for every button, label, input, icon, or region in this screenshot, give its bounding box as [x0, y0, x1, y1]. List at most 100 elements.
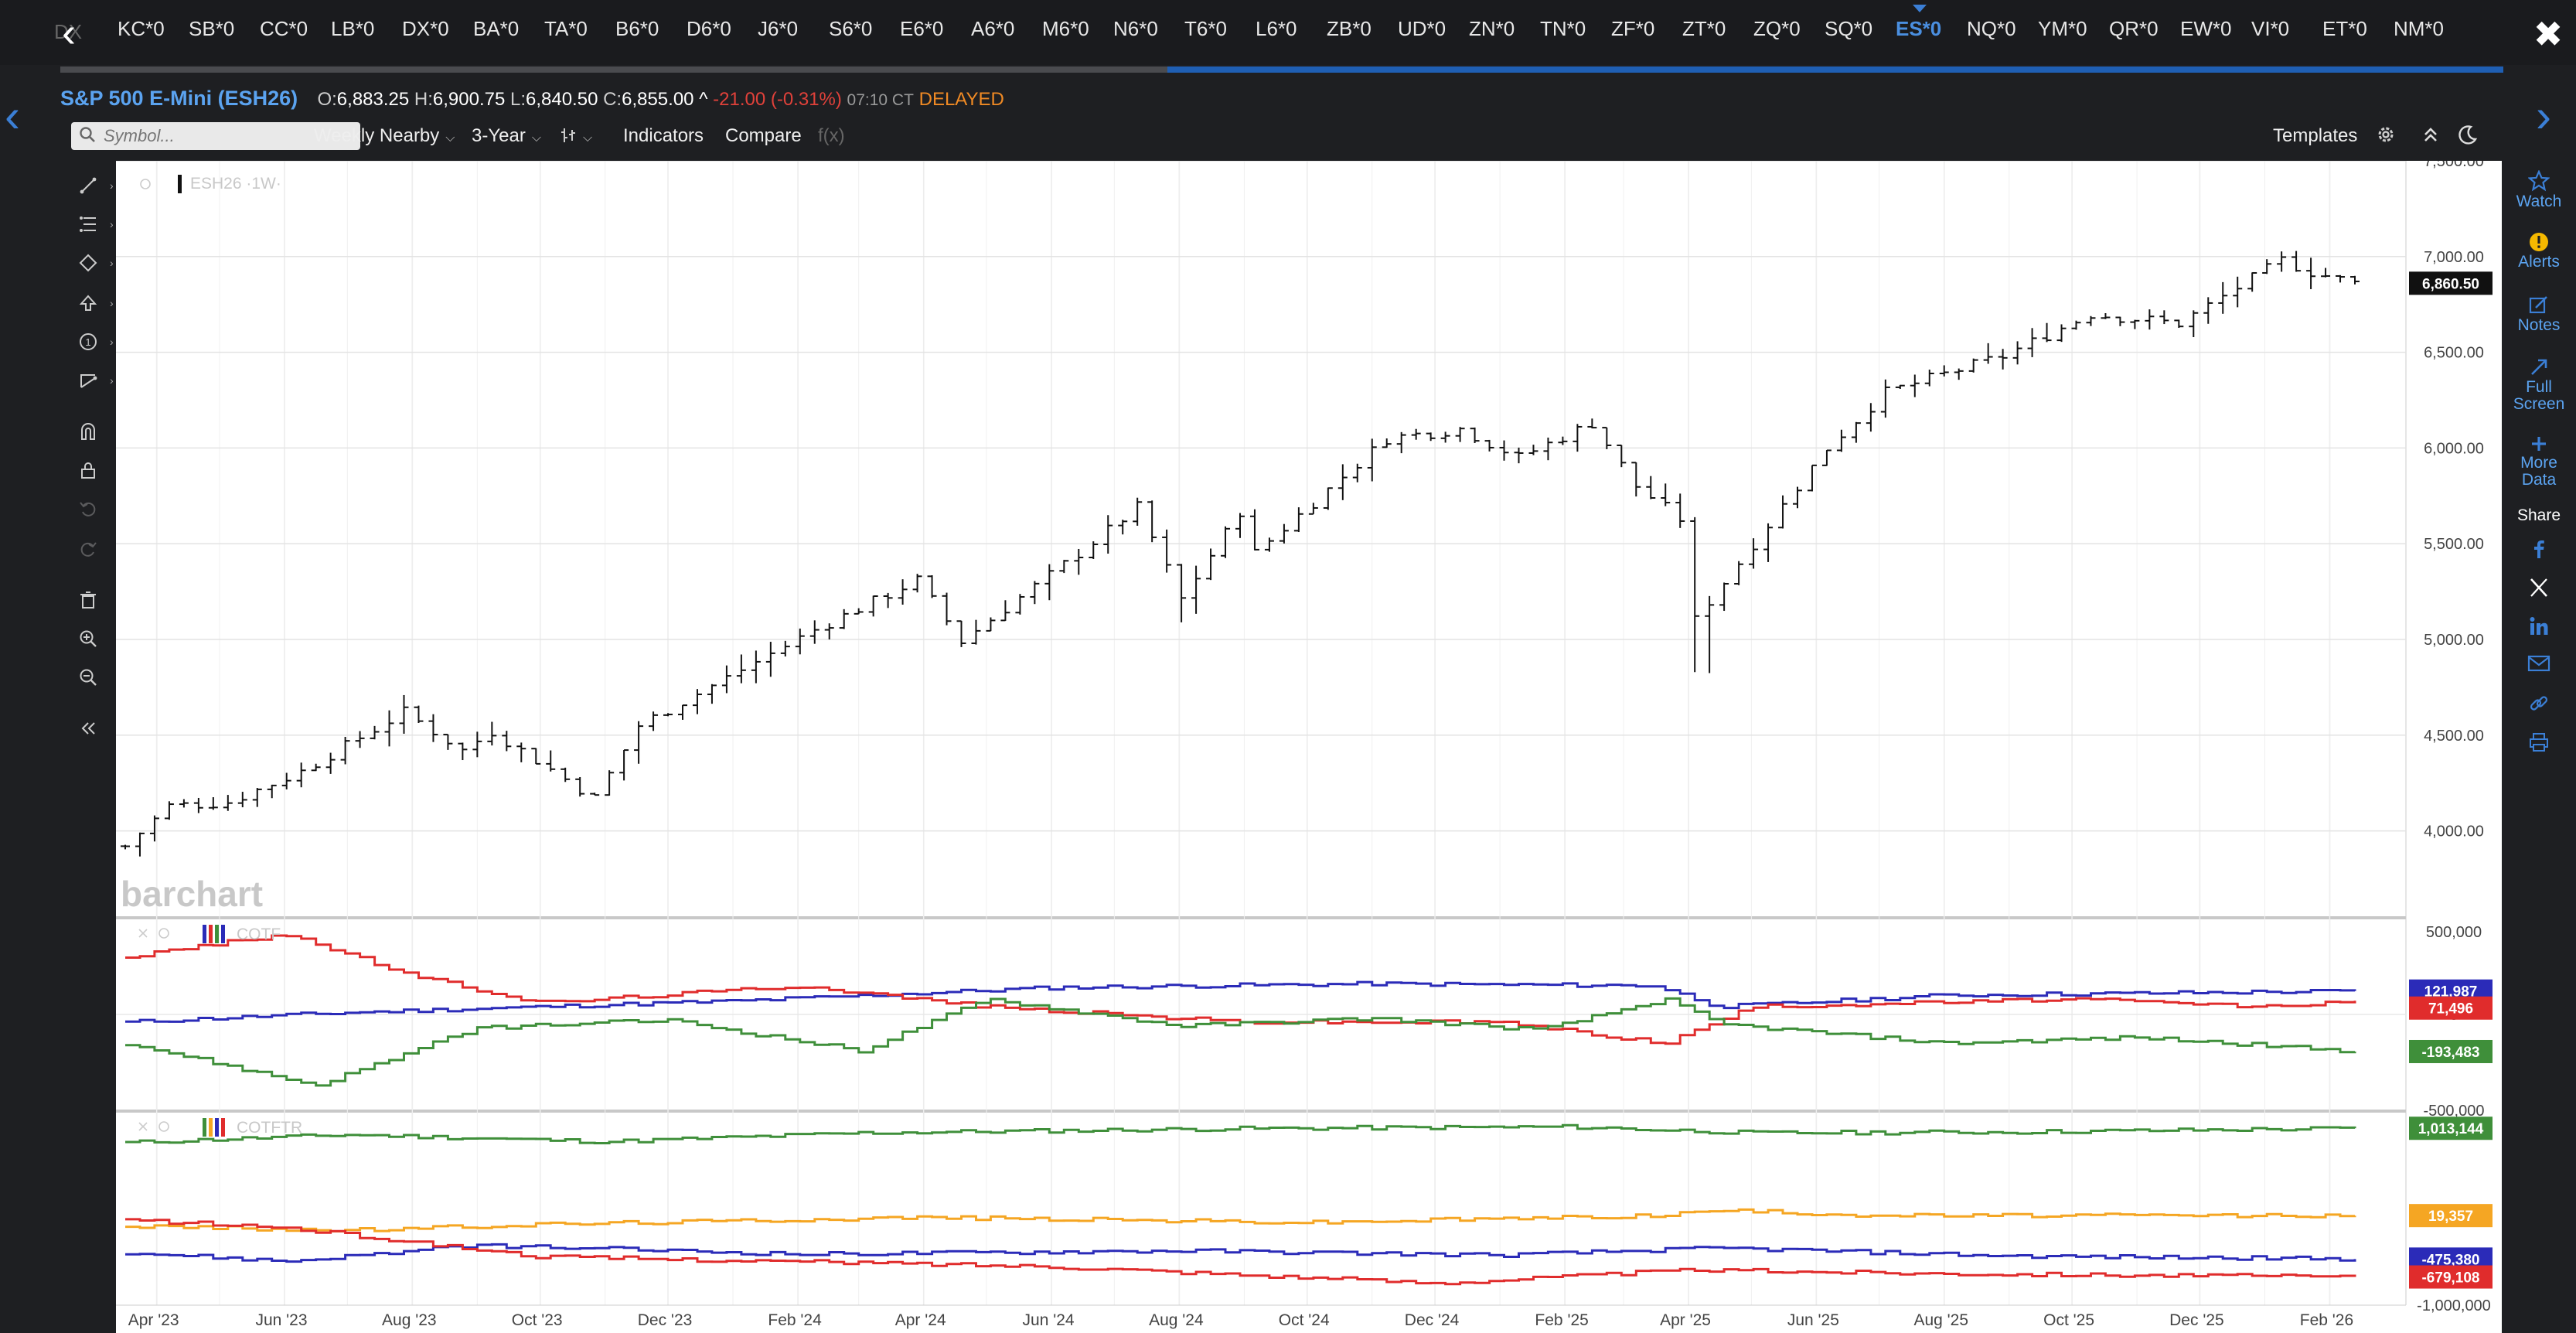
magnet-tool[interactable]	[71, 418, 118, 448]
share-facebook-button[interactable]	[2502, 538, 2576, 561]
x-logo-icon	[2530, 578, 2547, 597]
ticker-symbol[interactable]: CC*0	[260, 17, 308, 40]
price-chart[interactable]: Apr '23 Jun '23 Aug '23 Oct '23 Dec '23 Feb '…	[116, 161, 2502, 1333]
ticker-symbol[interactable]: A6*0	[971, 17, 1015, 40]
ticker-symbol[interactable]: T6*0	[1184, 17, 1227, 40]
print-button[interactable]	[2502, 731, 2576, 755]
chevron-right-icon: ›	[110, 297, 114, 309]
chart-type-dropdown[interactable]: ⌵	[560, 125, 592, 147]
ticker-back-button[interactable]: ‹	[62, 11, 93, 54]
ticker-symbol[interactable]: S6*0	[829, 17, 873, 40]
fibonacci-tool[interactable]: ›	[71, 210, 118, 241]
fx-button[interactable]: f(x)	[818, 125, 845, 146]
share-linkedin-button[interactable]	[2502, 615, 2576, 639]
close-button[interactable]: ✖	[2533, 16, 2564, 52]
eye-icon[interactable]	[140, 179, 151, 189]
zoom-out-tool[interactable]	[71, 663, 118, 694]
ohlc-bar	[384, 710, 394, 747]
trendline-tool[interactable]: ›	[71, 172, 118, 203]
ticker-symbol[interactable]: ZQ*0	[1753, 17, 1801, 40]
ticker-symbol[interactable]: ZB*0	[1327, 17, 1371, 40]
annotation-tool[interactable]: 1 ›	[71, 328, 118, 359]
ticker-symbol[interactable]: LB*0	[331, 17, 375, 40]
watch-button[interactable]: Watch	[2502, 170, 2576, 210]
settings-button[interactable]	[2375, 124, 2397, 151]
ohlc-bar	[1587, 418, 1597, 429]
ticker-symbol[interactable]: ZF*0	[1611, 17, 1655, 40]
ticker-symbol[interactable]: UD*0	[1398, 17, 1446, 40]
period-dropdown[interactable]: 3-Year ⌵	[472, 125, 541, 147]
lock-tool[interactable]	[71, 456, 118, 487]
pane-divider[interactable]	[116, 916, 2406, 919]
arrow-tool[interactable]: ›	[71, 289, 118, 320]
ticker-symbol[interactable]: KC*0	[118, 17, 165, 40]
compare-button[interactable]: Compare	[725, 125, 802, 146]
prev-page-button[interactable]: ‹	[5, 93, 36, 139]
pane-divider[interactable]	[116, 1110, 2406, 1113]
collapse-toolbar-button[interactable]	[2421, 125, 2440, 149]
ohlc-bar	[1235, 513, 1245, 538]
more-data-button[interactable]: More Data	[2502, 435, 2576, 489]
ticker-symbol[interactable]: TA*0	[544, 17, 588, 40]
delete-tool[interactable]	[71, 586, 118, 617]
ticker-symbol[interactable]: QR*0	[2109, 17, 2159, 40]
chart-area[interactable]: Apr '23 Jun '23 Aug '23 Oct '23 Dec '23 Feb '…	[116, 161, 2502, 1333]
ticker-symbol[interactable]: ZN*0	[1469, 17, 1515, 40]
remove-study-icon[interactable]	[138, 1122, 148, 1131]
x-tick-label: Oct '25	[2043, 1311, 2094, 1329]
symbol-search[interactable]	[71, 122, 360, 150]
eye-icon[interactable]	[158, 1121, 169, 1132]
ohlc-bar	[340, 736, 350, 765]
ticker-symbol[interactable]: YM*0	[2038, 17, 2087, 40]
theme-toggle-button[interactable]	[2457, 124, 2479, 151]
undo-tool[interactable]	[71, 495, 118, 526]
ticker-symbol[interactable]: ES*0	[1896, 5, 1967, 48]
ticker-symbol[interactable]: DX*0	[402, 17, 449, 40]
remove-study-icon[interactable]	[138, 929, 148, 938]
ticker-symbol[interactable]: D6*0	[687, 17, 731, 40]
ticker-symbol[interactable]: ET*0	[2322, 17, 2367, 40]
ticker-symbol[interactable]: TN*0	[1540, 17, 1586, 40]
share-x-button[interactable]	[2502, 577, 2576, 600]
collapse-tools[interactable]	[71, 714, 118, 745]
ticker-symbol[interactable]: N6*0	[1113, 17, 1158, 40]
measure-tool[interactable]: ›	[71, 366, 118, 397]
ticker-symbol[interactable]: BA*0	[473, 17, 520, 40]
ticker-symbol[interactable]: SQ*0	[1825, 17, 1873, 40]
redo-tool[interactable]	[71, 535, 118, 566]
share-link-button[interactable]	[2502, 693, 2576, 716]
ticker-symbol[interactable]: B6*0	[615, 17, 659, 40]
ticker-symbol[interactable]: ZT*0	[1682, 17, 1726, 40]
x-tick-label: Apr '24	[895, 1311, 946, 1329]
alerts-button[interactable]: Alerts	[2502, 232, 2576, 271]
ticker-symbol[interactable]: EW*0	[2180, 17, 2232, 40]
ticker-scrollbar[interactable]	[60, 66, 2503, 73]
notes-button[interactable]: Notes	[2502, 294, 2576, 334]
ticker-scrollbar-thumb[interactable]	[60, 66, 1167, 73]
cotf-series-line	[125, 997, 2356, 1087]
contract-mode-dropdown[interactable]: Weekly Nearby ⌵	[314, 125, 455, 147]
ticker-symbol[interactable]: E6*0	[900, 17, 944, 40]
ticker-symbol[interactable]: VI*0	[2251, 17, 2290, 40]
symbol-search-input[interactable]	[104, 124, 351, 148]
shapes-tool[interactable]: ›	[71, 249, 118, 280]
link-icon	[2530, 696, 2548, 711]
indicators-button[interactable]: Indicators	[623, 125, 704, 146]
ticker-symbol[interactable]: L6*0	[1256, 17, 1297, 40]
double-chevron-left-icon	[81, 722, 95, 735]
ticker-symbol[interactable]: M6*0	[1042, 17, 1089, 40]
ticker-symbol[interactable]: NM*0	[2394, 17, 2445, 40]
low-label: L:	[509, 89, 526, 110]
ticker-symbol[interactable]: SB*0	[189, 17, 235, 40]
instrument-name[interactable]: S&P 500 E-Mini (ESH26)	[60, 87, 298, 110]
ohlc-bar	[692, 689, 702, 714]
next-page-button[interactable]: ›	[2536, 93, 2567, 139]
eye-icon[interactable]	[158, 928, 169, 939]
zoom-in-tool[interactable]	[71, 625, 118, 656]
ticker-symbol[interactable]: J6*0	[758, 17, 799, 40]
share-email-button[interactable]	[2502, 654, 2576, 674]
templates-button[interactable]: Templates	[2273, 125, 2358, 146]
ticker-symbol[interactable]: NQ*0	[1967, 17, 2016, 40]
cotf-legend: COTF	[237, 926, 281, 943]
full-screen-button[interactable]: Full Screen	[2502, 357, 2576, 413]
